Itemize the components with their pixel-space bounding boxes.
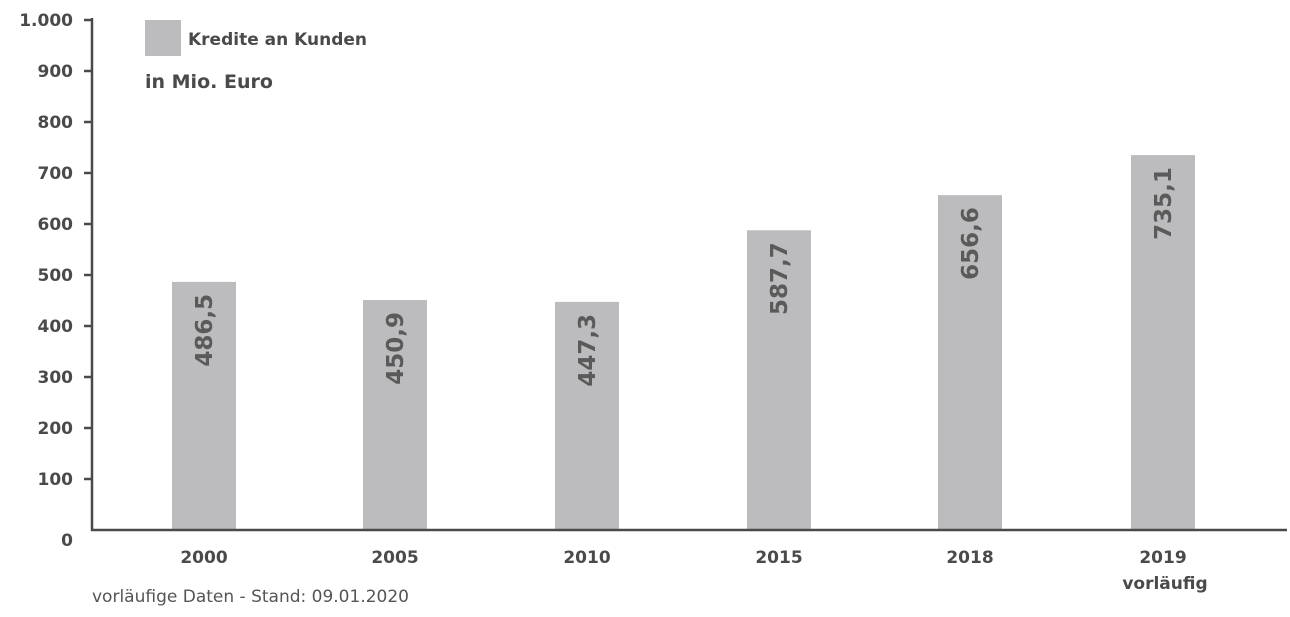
y-tick-label: 900	[38, 62, 74, 82]
bar	[363, 300, 427, 530]
x-tick-label: 2005	[371, 548, 418, 568]
bars: 486,5 450,9 447,3 587,7 656,6 735,1	[172, 155, 1195, 530]
bar-value-label: 486,5	[192, 294, 218, 367]
bar	[1131, 155, 1195, 530]
x-tick-label: 2018	[946, 548, 993, 568]
bar-value-label: 587,7	[767, 242, 793, 315]
x-tick-label: 2015	[755, 548, 802, 568]
y-tick-label: 200	[38, 419, 74, 439]
y-tick-label: 400	[38, 317, 74, 337]
legend-swatch	[145, 20, 181, 56]
bar-value-label: 447,3	[575, 314, 601, 387]
y-axis-ticks: 0 100 200 300 400 500 600 700 800 900 1.000	[19, 11, 92, 551]
bar	[747, 230, 811, 530]
x-tick-label: 2019	[1139, 548, 1186, 568]
footnote: vorläufige Daten - Stand: 09.01.2020	[92, 587, 409, 607]
bar	[172, 281, 236, 530]
y-tick-label: 1.000	[19, 11, 73, 31]
bar-value-label: 656,6	[958, 207, 984, 280]
y-tick-label: 600	[38, 215, 74, 235]
bar-value-label: 450,9	[383, 312, 409, 385]
x-tick-sublabel: vorläufig	[1122, 574, 1207, 594]
bar	[938, 195, 1002, 530]
x-tick-label: 2010	[563, 548, 610, 568]
y-tick-label: 0	[61, 531, 73, 551]
bar	[555, 301, 619, 530]
bar-value-label: 735,1	[1151, 167, 1177, 240]
y-tick-label: 500	[38, 266, 74, 286]
y-tick-label: 700	[38, 164, 74, 184]
x-tick-label: 2000	[180, 548, 227, 568]
y-tick-label: 800	[38, 113, 74, 133]
y-tick-label: 300	[38, 368, 74, 388]
x-axis-ticks: 2000 2005 2010 2015 2018 2019 vorläufig	[180, 548, 1207, 594]
legend-label: Kredite an Kunden	[188, 30, 367, 50]
y-tick-label: 100	[38, 470, 74, 490]
unit-label: in Mio. Euro	[145, 71, 273, 93]
